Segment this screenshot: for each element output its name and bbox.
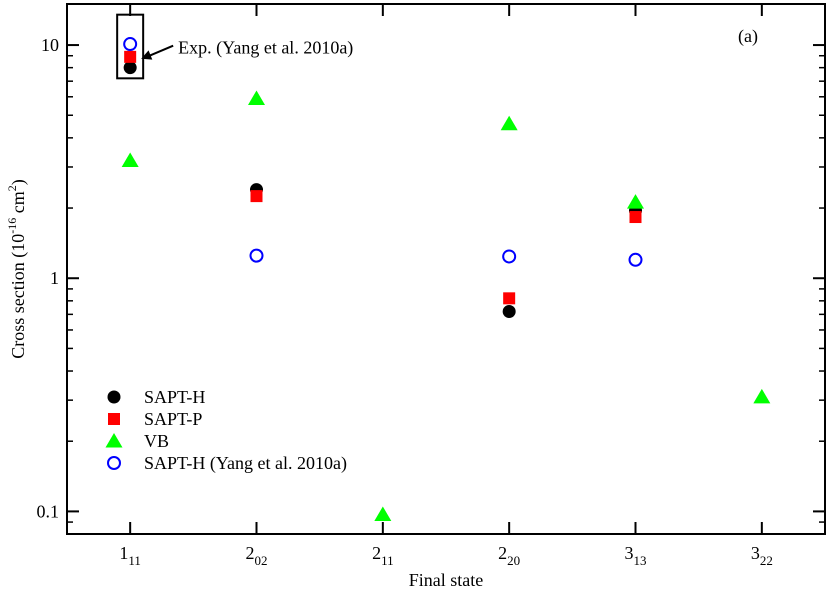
y-tick-label: 1 [50,268,59,288]
panel-label: (a) [738,26,758,47]
data-point-sapt-h-yang-et-al-2010a [502,249,517,264]
legend-label: SAPT-P [144,409,202,429]
legend-label: VB [144,431,169,451]
x-tick-label-subscript: 11 [128,553,141,568]
data-point-sapt-p [503,292,516,305]
data-point-sapt-p [124,50,137,63]
data-point-sapt-h-yang-et-al-2010a [249,248,264,263]
data-point-sapt-h [123,61,137,75]
experiment-arrow-head [141,50,153,60]
data-point-sapt-h-yang-et-al-2010a [123,37,138,52]
data-point-sapt-p [250,190,263,203]
legend-marker-sapt-p [108,413,120,425]
x-tick-label-subscript: 11 [381,553,394,568]
plot-frame [66,3,826,535]
x-tick-label-base: 3 [625,543,634,563]
x-tick-label: 220 [498,543,520,568]
x-tick-label-subscript: 02 [255,553,268,568]
data-point-vb [121,152,139,167]
y-axis-label-exponent-2: 2 [5,185,19,191]
legend-label: SAPT-H (Yang et al. 2010a) [144,453,347,474]
y-tick-label: 10 [41,35,59,55]
legend-label: SAPT-H [144,387,205,407]
y-axis-label-mid: cm [8,191,28,218]
experiment-annotation: Exp. (Yang et al. 2010a) [116,13,353,80]
y-axis-label-main: Cross section (10 [8,234,29,359]
data-point-sapt-p [629,211,642,224]
x-tick-labels: 111 202 211 220 313 322 [119,543,772,568]
data-point-sapt-h [502,304,516,318]
data-point-vb [248,90,265,105]
y-axis-label-close: ) [8,179,29,185]
experiment-arrow [146,44,174,58]
x-tick-label: 211 [372,543,394,568]
y-tick-labels: 0.1 1 10 [37,35,60,521]
x-tick-label-base: 1 [119,543,128,563]
x-tick-label-subscript: 20 [507,553,520,568]
data-point-vb [374,506,392,521]
x-tick-label: 322 [751,543,773,568]
experiment-label: Exp. (Yang et al. 2010a) [178,38,353,59]
data-point-vb [500,115,518,131]
x-tick-label-subscript: 13 [634,553,647,568]
y-axis-label: Cross section (10-16 cm2) [5,179,29,359]
x-tick-label: 202 [246,543,268,568]
data-point-vb [753,388,771,404]
data-point-sapt-h-yang-et-al-2010a [628,252,643,267]
x-tick-label: 111 [119,543,141,568]
x-tick-label: 313 [625,543,647,568]
data-point-vb [627,194,644,209]
x-tick-label-base: 2 [372,543,381,563]
y-axis-label-exponent-1: -16 [5,218,19,234]
x-tick-label-subscript: 22 [760,553,773,568]
legend-marker-vb [105,433,123,448]
x-tick-label-base: 2 [498,543,507,563]
x-tick-label-base: 3 [751,543,760,563]
x-tick-label-base: 2 [246,543,255,563]
experiment-box [116,13,145,80]
x-axis-label: Final state [409,570,484,590]
data-points [121,37,771,521]
legend-marker-sapt-h [107,390,121,404]
legend-marker-sapt-h-yang-et-al-2010a [107,456,121,470]
y-tick-label: 0.1 [37,501,60,521]
